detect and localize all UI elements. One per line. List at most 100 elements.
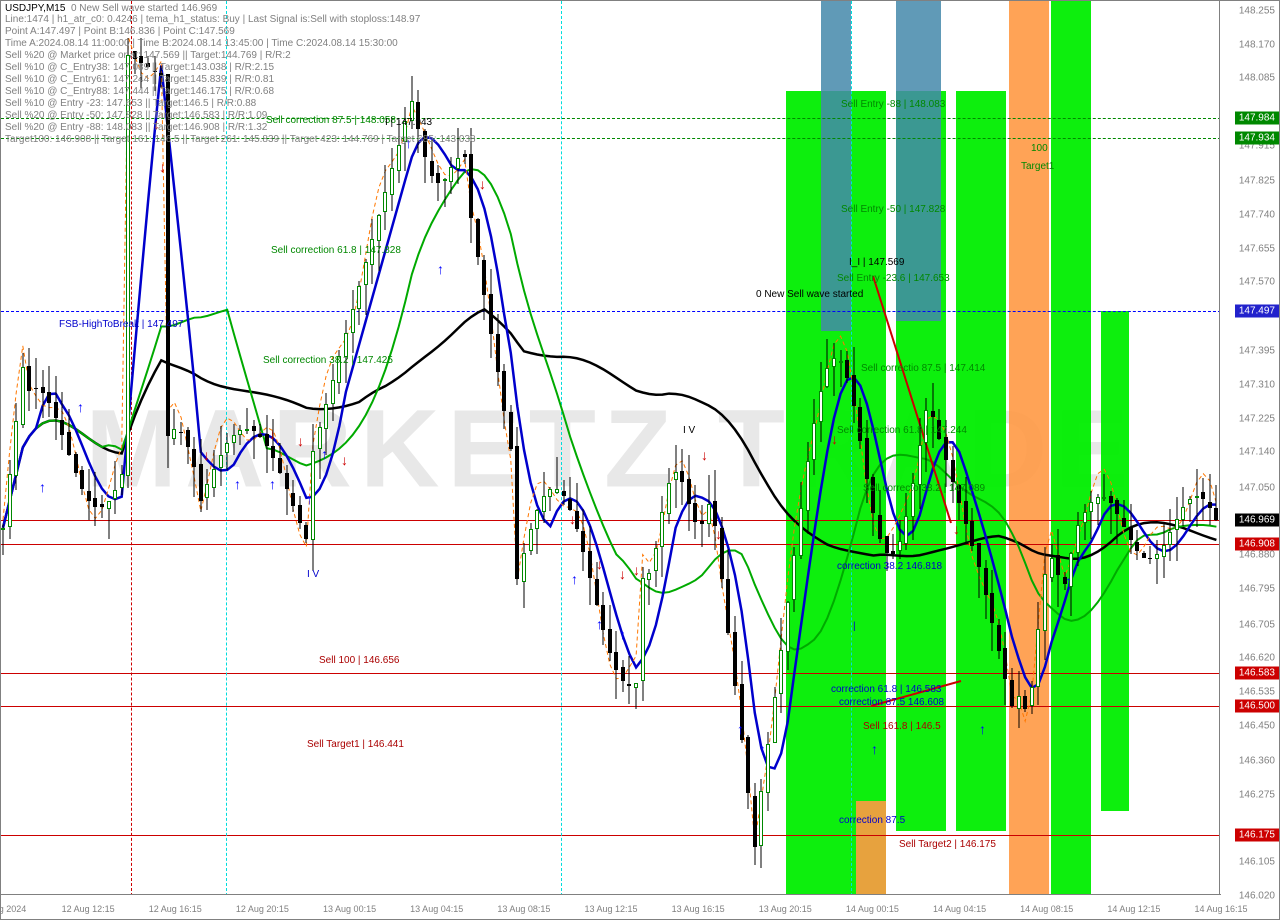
x-tick: 14 Aug 16:15: [1194, 904, 1247, 914]
price-marker: 146.500: [1235, 699, 1279, 712]
info-line: Time A:2024.08.14 11:00:00 | Time B:2024…: [5, 38, 476, 50]
hline: [1, 311, 1221, 312]
hline: [1, 544, 1221, 545]
y-tick: 146.105: [1239, 857, 1275, 868]
annotation: Sell correction 61.8 | 147.244: [837, 425, 967, 436]
y-tick: 146.360: [1239, 756, 1275, 767]
x-tick: 13 Aug 08:15: [497, 904, 550, 914]
y-tick: 146.795: [1239, 584, 1275, 595]
info-line: Sell %20 @ Market price or at: 147.569 |…: [5, 50, 476, 62]
arrow-up-icon: ↑: [571, 571, 578, 587]
annotation: Sell 100 | 146.656: [319, 655, 399, 666]
x-tick: 14 Aug 12:15: [1107, 904, 1160, 914]
annotation: Sell 161.8 | 146.5: [863, 721, 941, 732]
price-marker: 146.969: [1235, 514, 1279, 527]
y-tick: 147.310: [1239, 380, 1275, 391]
x-tick: 14 Aug 08:15: [1020, 904, 1073, 914]
info-line: Sell %20 @ Entry -88: 148.083 || Target:…: [5, 122, 476, 134]
arrow-down-icon: ↓: [715, 526, 722, 542]
y-tick: 147.140: [1239, 447, 1275, 458]
y-tick: 147.740: [1239, 209, 1275, 220]
price-marker: 146.175: [1235, 828, 1279, 841]
annotation: Sell Entry -50 | 147.828: [841, 204, 945, 215]
arrow-down-icon: ↓: [203, 447, 210, 463]
arrow-up-icon: ↑: [321, 446, 328, 462]
x-tick: 12 Aug 16:15: [149, 904, 202, 914]
vline: [851, 1, 852, 896]
annotation: correction 38.2 146.818: [837, 561, 942, 572]
hline: [1, 520, 1221, 521]
hline: [1, 706, 1221, 707]
band: [1101, 311, 1129, 811]
arrow-up-icon: ↑: [596, 616, 603, 632]
annotation: 0 New Sell wave started: [756, 289, 863, 300]
x-tick: 12 Aug 2024: [0, 904, 26, 914]
y-tick: 146.620: [1239, 653, 1275, 664]
y-tick: 146.705: [1239, 619, 1275, 630]
arrow-up-icon: ↑: [979, 721, 986, 737]
y-tick: 146.275: [1239, 790, 1275, 801]
arrow-down-icon: ↓: [297, 433, 304, 449]
price-marker: 146.583: [1235, 667, 1279, 680]
arrow-up-icon: ↑: [737, 721, 744, 737]
arrow-down-icon: ↓: [569, 511, 576, 527]
x-tick: 13 Aug 20:15: [759, 904, 812, 914]
annotation: Sell correctio 87.5 | 147.414: [861, 363, 985, 374]
x-tick: 12 Aug 12:15: [62, 904, 115, 914]
info-line: Sell %10 @ Entry -23: 147.653 || Target:…: [5, 98, 476, 110]
y-tick: 146.450: [1239, 720, 1275, 731]
annotation: Sell Entry -88 | 148.083: [841, 99, 945, 110]
annotation: correction 87.5: [839, 815, 905, 826]
y-tick: 147.655: [1239, 243, 1275, 254]
info-line: Sell %20 @ Entry -50: 147.828 || Target:…: [5, 110, 476, 122]
info-line: Sell %10 @ C_Entry61: 147.244 || Target:…: [5, 74, 476, 86]
annotation: 100: [1031, 143, 1048, 154]
arrow-up-icon: ↑: [39, 479, 46, 495]
x-tick: 12 Aug 20:15: [236, 904, 289, 914]
arrow-down-icon: ↓: [701, 447, 708, 463]
arrow-up-icon: ↑: [1065, 573, 1072, 589]
y-tick: 147.570: [1239, 277, 1275, 288]
x-tick: 13 Aug 00:15: [323, 904, 376, 914]
arrow-up-icon: ↑: [234, 476, 241, 492]
info-line: Target100: 146.908 || Target 161: 146.5 …: [5, 134, 476, 146]
price-marker: 147.934: [1235, 132, 1279, 145]
arrow-up-icon: ↑: [759, 741, 766, 757]
arrow-up-icon: ↑: [77, 399, 84, 415]
hline: [1, 835, 1221, 836]
band: [1051, 1, 1091, 896]
band: [956, 91, 1006, 831]
x-tick: 14 Aug 04:15: [933, 904, 986, 914]
band: [1009, 1, 1049, 896]
y-tick: 148.255: [1239, 5, 1275, 16]
x-tick: 13 Aug 16:15: [672, 904, 725, 914]
annotation: FSB-HighToBreak | 147.497: [59, 319, 183, 330]
annotation: Sell correction 61.8 | 147.828: [271, 245, 401, 256]
y-tick: 148.085: [1239, 73, 1275, 84]
vline: [561, 1, 562, 896]
annotation: I V: [683, 425, 695, 436]
arrow-down-icon: ↓: [479, 176, 486, 192]
y-tick: 146.020: [1239, 891, 1275, 902]
arrow-down-icon: ↓: [953, 521, 960, 537]
y-tick: 147.395: [1239, 346, 1275, 357]
annotation: Sell Target1 | 146.441: [307, 739, 404, 750]
y-tick: 146.880: [1239, 550, 1275, 561]
arrow-down-icon: ↓: [159, 159, 166, 175]
info-line: Sell %10 @ C_Entry88: 147.444 || Target:…: [5, 86, 476, 98]
arrow-up-icon: ↑: [437, 261, 444, 277]
annotation: Target1: [1021, 161, 1054, 172]
arrow-down-icon: ↓: [269, 426, 276, 442]
price-marker: 147.984: [1235, 112, 1279, 125]
arrow-down-icon: ↓: [341, 452, 348, 468]
plot-area[interactable]: MARKETZ TRADE ↑↑↓↓↓↑↓↑↓↑: [1, 1, 1221, 896]
y-tick: 147.050: [1239, 483, 1275, 494]
price-marker: 147.497: [1235, 305, 1279, 318]
arrow-up-icon: ↑: [619, 626, 626, 642]
chart-container: MARKETZ TRADE ↑↑↓↓↓↑↓↑↓↑: [0, 0, 1280, 920]
arrow-up-icon: ↑: [306, 491, 313, 507]
chart-title: USDJPY,M15 0 New Sell wave started 146.9…: [5, 3, 476, 14]
x-tick: 13 Aug 12:15: [584, 904, 637, 914]
annotation: Sell correction 38.2 | 147.425: [263, 355, 393, 366]
annotation: I_I | 147.569: [849, 257, 904, 268]
